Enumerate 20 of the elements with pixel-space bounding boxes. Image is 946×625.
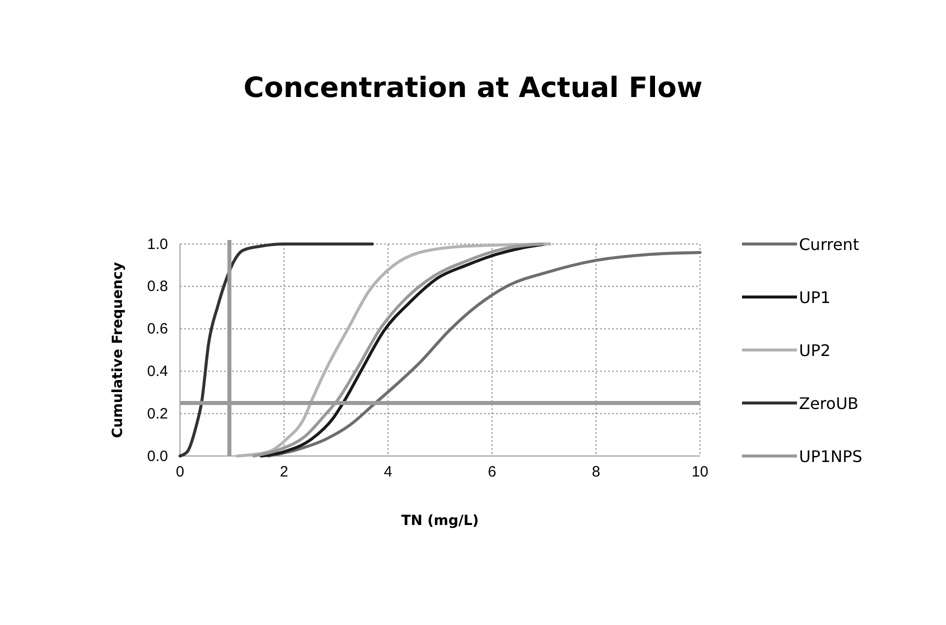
- y-axis-title: Cumulative Frequency: [110, 262, 126, 438]
- x-tick-label: 0: [176, 464, 184, 481]
- y-tick-label: 0.4: [147, 363, 168, 380]
- x-tick-label: 4: [384, 464, 392, 481]
- legend-label: Current: [799, 235, 860, 254]
- x-tick-label: 8: [592, 464, 600, 481]
- x-axis-title: TN (mg/L): [401, 513, 479, 529]
- x-tick-label: 6: [488, 464, 496, 481]
- legend-label: UP1: [799, 288, 831, 307]
- y-tick-label: 0.6: [147, 320, 168, 338]
- legend-label: UP1NPS: [799, 447, 862, 466]
- y-tick-label: 0.0: [147, 448, 168, 465]
- x-tick-label: 10: [692, 464, 708, 481]
- y-tick-label: 1.0: [147, 236, 168, 253]
- chart-title: Concentration at Actual Flow: [244, 71, 702, 104]
- legend-label: ZeroUB: [799, 394, 859, 413]
- y-tick-label: 0.8: [147, 278, 168, 296]
- x-tick-label: 2: [280, 464, 288, 481]
- y-tick-label: 0.2: [147, 405, 168, 422]
- legend-label: UP2: [799, 341, 831, 360]
